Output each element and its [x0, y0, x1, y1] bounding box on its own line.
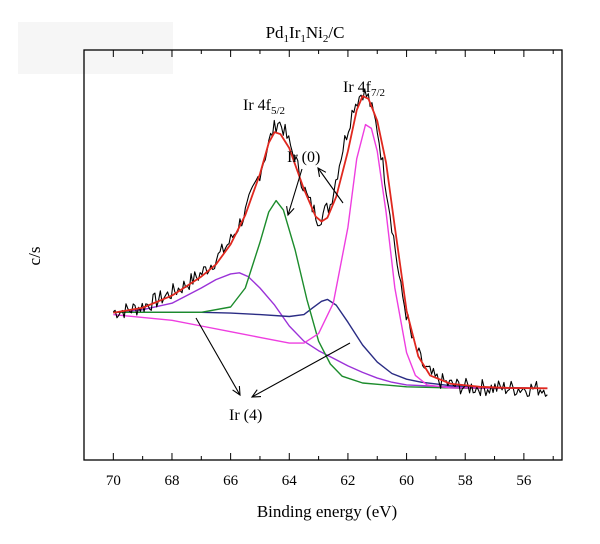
- x-tick-label: 56: [516, 473, 532, 489]
- background-blotch: [18, 22, 173, 74]
- x-tick-label: 68: [164, 473, 179, 489]
- x-axis-tick-labels: 70 68 66 64 62 60 58 56: [106, 473, 532, 489]
- arrow-ir0-left: [286, 168, 303, 217]
- ir-4f72-label: Ir 4f7/2: [343, 79, 385, 99]
- plot-frame: [83, 49, 563, 461]
- x-tick-label: 58: [458, 473, 473, 489]
- annotation-arrows: [195, 166, 351, 398]
- series-line-raw: [112, 88, 548, 397]
- x-tick-label: 62: [340, 473, 355, 489]
- series-group: [112, 88, 548, 397]
- arrow-ir0-right: [317, 166, 344, 204]
- series-line-envelope: [113, 95, 548, 390]
- ir0-label: Ir (0): [287, 149, 320, 166]
- x-axis-ticks: [112, 50, 554, 460]
- y-axis-label: c/s: [25, 247, 44, 266]
- ir4-label: Ir (4): [229, 407, 262, 424]
- series-line-ir4-a: [113, 272, 548, 390]
- arrow-ir4-right: [250, 342, 351, 398]
- chart-title: Pd1Ir1Ni2/C: [266, 23, 345, 45]
- x-tick-label: 64: [282, 473, 298, 489]
- ir-4f52-label: Ir 4f5/2: [243, 97, 285, 117]
- series-line-ir0-7: [113, 123, 548, 390]
- x-tick-label: 70: [106, 473, 121, 489]
- x-tick-label: 60: [399, 473, 414, 489]
- series-line-ir0-5: [113, 199, 548, 390]
- x-tick-label: 66: [223, 473, 239, 489]
- series-line-ir4-b: [113, 298, 548, 390]
- x-axis-label: Binding energy (eV): [257, 502, 397, 521]
- arrow-ir4-left: [195, 317, 241, 397]
